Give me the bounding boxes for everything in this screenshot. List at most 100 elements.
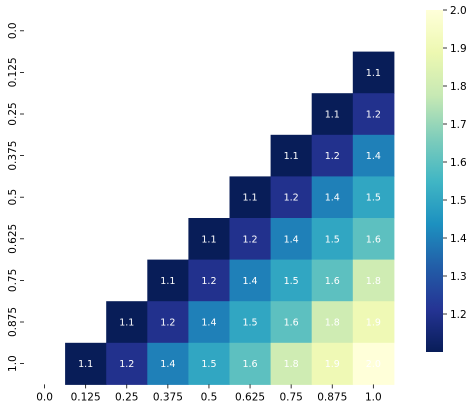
heatmap-cell [229,176,272,219]
cell-value-label: 1.6 [325,276,340,287]
colorbar-tick-label: 1.6 [450,157,467,169]
x-tick-label: 0.5 [201,391,218,403]
cell-value-label: 1.4 [366,151,381,162]
colorbar-tick-label: 1.2 [450,309,467,321]
cell-value-label: 1.5 [201,359,216,370]
cell-value-label: 1.1 [78,359,93,370]
x-tick-label: 0.0 [36,391,53,403]
colorbar-gradient [426,10,443,352]
heatmap-cell [311,134,354,177]
heatmap-cell [147,259,189,302]
y-tick-label: 1.0 [7,355,19,372]
cell-value-label: 1.8 [325,318,340,329]
cell-value-label: 2.0 [366,359,381,370]
cell-value-label: 1.6 [366,234,381,245]
cell-value-label: 1.8 [366,276,381,287]
x-tick-label: 0.875 [317,391,347,403]
cell-value-label: 1.4 [201,318,216,329]
heatmap-cell [352,259,395,302]
colorbar-tick-label: 1.8 [450,81,467,93]
cell-value-label: 1.4 [160,359,175,370]
x-tick-label: 0.25 [115,391,138,403]
y-tick-label: 0.875 [7,307,19,337]
x-tick-label: 0.75 [279,391,302,403]
colorbar-tick-label: 2.0 [450,5,467,17]
cell-value-label: 1.5 [284,276,299,287]
y-tick-label: 0.625 [7,224,19,254]
heatmap-cell [270,134,313,177]
cell-value-label: 1.2 [366,110,381,121]
cell-value-label: 1.1 [325,110,340,121]
heatmap-cell [270,176,313,219]
colorbar: 1.2 1.3 1.4 1.5 1.6 1.7 1.8 1.9 2.0 [426,5,467,352]
heatmap-cell [311,259,354,302]
colorbar-tick-label: 1.5 [450,195,467,207]
heatmap-cell [352,176,395,219]
cell-value-label: 1.4 [325,193,340,204]
heatmap-cells: 1.1 1.1 1.2 1.1 1.2 1.4 1.1 1.2 1.4 1.5 1.1 1.2 1.4 1… [65,51,395,385]
heatmap-cell [188,342,230,385]
cell-value-label: 1.9 [366,318,381,329]
cell-value-label: 1.2 [284,193,299,204]
heatmap-cell [106,342,148,385]
cell-value-label: 1.1 [242,193,257,204]
y-tick-label: 0.125 [7,57,19,87]
cell-value-label: 1.4 [242,276,257,287]
heatmap-cell [229,259,272,302]
heatmap-cell [352,93,395,136]
heatmap-cell [352,218,395,261]
heatmap-cell [106,301,148,344]
heatmap-cell [188,218,230,261]
heatmap-cell [311,93,354,136]
x-tick-label: 0.625 [235,391,265,403]
cell-value-label: 1.5 [366,193,381,204]
cell-value-label: 1.6 [242,359,257,370]
colorbar-tick-label: 1.4 [450,233,467,245]
cell-value-label: 1.2 [119,359,134,370]
cell-value-label: 1.2 [201,276,216,287]
heatmap-cell [311,176,354,219]
heatmap-cell [311,301,354,344]
colorbar-tick-label: 1.9 [450,43,467,55]
heatmap-cell [270,218,313,261]
x-tick-label: 0.375 [153,391,183,403]
heatmap-cell [270,259,313,302]
x-tick-label: 0.125 [71,391,101,403]
heatmap-cell [311,342,354,385]
cell-value-label: 1.1 [160,276,175,287]
cell-value-label: 1.1 [284,151,299,162]
heatmap-cell [188,301,230,344]
x-axis: 0.0 0.125 0.25 0.375 0.5 0.625 0.75 0.875 1.0 [36,384,382,403]
heatmap-cell [311,218,354,261]
cell-value-label: 1.4 [284,234,299,245]
cell-value-label: 1.5 [325,234,340,245]
cell-value-label: 1.1 [201,234,216,245]
colorbar-tick-label: 1.3 [450,271,467,283]
cell-value-label: 1.1 [119,318,134,329]
y-tick-label: 0.75 [7,269,19,292]
colorbar-tick-label: 1.7 [450,119,467,131]
heatmap-cell [147,301,189,344]
y-tick-label: 0.5 [7,189,19,206]
heatmap-cell [229,342,272,385]
heatmap-cell [229,301,272,344]
cell-value-label: 1.9 [325,359,340,370]
heatmap-cell [270,342,313,385]
heatmap-cell [147,342,189,385]
cell-value-label: 1.6 [284,318,299,329]
cell-value-label: 1.1 [366,68,381,79]
heatmap-cell [270,301,313,344]
cell-value-label: 1.2 [242,234,257,245]
y-axis: 0.0 0.125 0.25 0.375 0.5 0.625 0.75 0.875 1.0 [7,22,24,372]
heatmap-cell [352,51,395,94]
cell-value-label: 1.8 [284,359,299,370]
heatmap-cell [229,218,272,261]
cell-value-label: 1.2 [160,318,175,329]
heatmap-cell [352,301,395,344]
y-tick-label: 0.375 [7,141,19,171]
heatmap-cell [352,342,395,385]
heatmap-cell [352,134,395,177]
cell-value-label: 1.2 [325,151,340,162]
heatmap-cell [65,342,107,385]
